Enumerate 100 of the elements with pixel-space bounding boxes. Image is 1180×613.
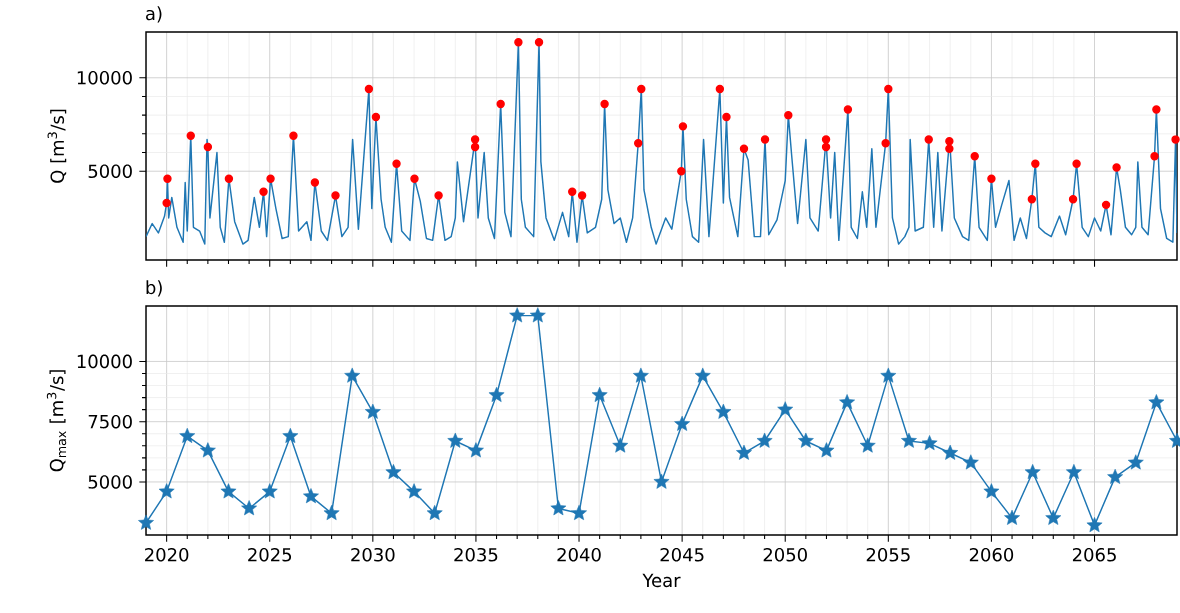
x-tick-label: 2020 bbox=[145, 547, 189, 562]
point bbox=[392, 159, 401, 168]
point bbox=[945, 137, 954, 146]
point bbox=[179, 427, 196, 443]
point bbox=[158, 483, 175, 499]
point bbox=[261, 483, 278, 499]
point bbox=[881, 138, 890, 148]
x-tick-label: 2060 bbox=[969, 547, 1014, 562]
point bbox=[1024, 464, 1041, 480]
point bbox=[797, 432, 814, 448]
point bbox=[945, 144, 954, 153]
point bbox=[600, 99, 609, 109]
point bbox=[138, 514, 154, 530]
point bbox=[447, 432, 464, 448]
point bbox=[760, 135, 770, 144]
point bbox=[637, 84, 646, 94]
point bbox=[653, 473, 670, 489]
point bbox=[186, 131, 195, 140]
y-axis-title: Q$_{max}$ [m$^{3}$/s] bbox=[46, 370, 67, 472]
point bbox=[434, 191, 443, 200]
point bbox=[241, 500, 257, 516]
y-tick-label: 10000 bbox=[77, 70, 132, 85]
x-tick-label: 2045 bbox=[660, 547, 704, 562]
point bbox=[470, 142, 480, 152]
point bbox=[385, 464, 402, 480]
point bbox=[821, 135, 831, 144]
point bbox=[1072, 159, 1081, 168]
point bbox=[715, 84, 725, 94]
point bbox=[1068, 195, 1078, 204]
point bbox=[818, 442, 835, 458]
point bbox=[259, 187, 268, 196]
point bbox=[364, 403, 381, 419]
point bbox=[843, 105, 853, 114]
point bbox=[410, 174, 419, 183]
point bbox=[1112, 163, 1121, 172]
point bbox=[674, 415, 691, 431]
point bbox=[921, 435, 938, 451]
point bbox=[331, 191, 340, 200]
point bbox=[488, 386, 505, 402]
point bbox=[1086, 517, 1103, 533]
point bbox=[289, 131, 298, 140]
point bbox=[924, 135, 933, 144]
point bbox=[568, 187, 577, 196]
point bbox=[839, 394, 855, 410]
point bbox=[880, 367, 897, 383]
x-tick-label: 2035 bbox=[454, 547, 498, 562]
point bbox=[220, 483, 237, 499]
chart-title: b) bbox=[146, 280, 162, 297]
x-tick-label: 2030 bbox=[351, 547, 395, 562]
point bbox=[942, 444, 959, 460]
point bbox=[1101, 200, 1111, 210]
chart-title: a) bbox=[146, 6, 162, 23]
point bbox=[983, 483, 1000, 499]
x-tick-label: 2040 bbox=[557, 547, 601, 562]
point bbox=[1150, 152, 1159, 161]
point bbox=[739, 144, 749, 153]
point bbox=[784, 110, 793, 120]
point bbox=[677, 167, 686, 176]
y-tick-label: 10000 bbox=[77, 354, 132, 369]
point bbox=[756, 432, 773, 448]
point bbox=[1045, 509, 1062, 525]
point bbox=[323, 505, 340, 521]
point bbox=[162, 198, 171, 208]
x-tick-label: 2065 bbox=[1072, 547, 1116, 562]
y-axis-title: Q [m$^{3}$/s] bbox=[47, 109, 67, 183]
point bbox=[1148, 394, 1165, 410]
point bbox=[364, 84, 374, 94]
point bbox=[678, 122, 688, 131]
x-tick-label: 2025 bbox=[248, 547, 292, 562]
y-tick-label: 5000 bbox=[88, 475, 132, 489]
point bbox=[884, 84, 893, 94]
point bbox=[571, 505, 587, 521]
point bbox=[426, 505, 443, 521]
point bbox=[282, 427, 299, 443]
point bbox=[371, 112, 381, 122]
point bbox=[1107, 468, 1124, 484]
point bbox=[962, 454, 979, 470]
point bbox=[634, 138, 643, 148]
point bbox=[987, 174, 996, 183]
point bbox=[1004, 509, 1020, 525]
point bbox=[344, 367, 361, 383]
point bbox=[303, 488, 319, 504]
point bbox=[736, 444, 752, 460]
point bbox=[1031, 159, 1040, 168]
point bbox=[509, 307, 526, 323]
y-tick-label: 5000 bbox=[88, 164, 132, 179]
point bbox=[777, 401, 794, 417]
point bbox=[1066, 464, 1082, 480]
point bbox=[496, 99, 505, 109]
point bbox=[1127, 454, 1144, 470]
point bbox=[468, 442, 484, 458]
point bbox=[970, 152, 979, 161]
point bbox=[163, 174, 172, 183]
point bbox=[901, 432, 917, 448]
point bbox=[550, 500, 567, 516]
point bbox=[715, 403, 732, 419]
point bbox=[859, 437, 876, 453]
point bbox=[821, 142, 831, 152]
point bbox=[529, 307, 546, 323]
point bbox=[199, 442, 216, 458]
